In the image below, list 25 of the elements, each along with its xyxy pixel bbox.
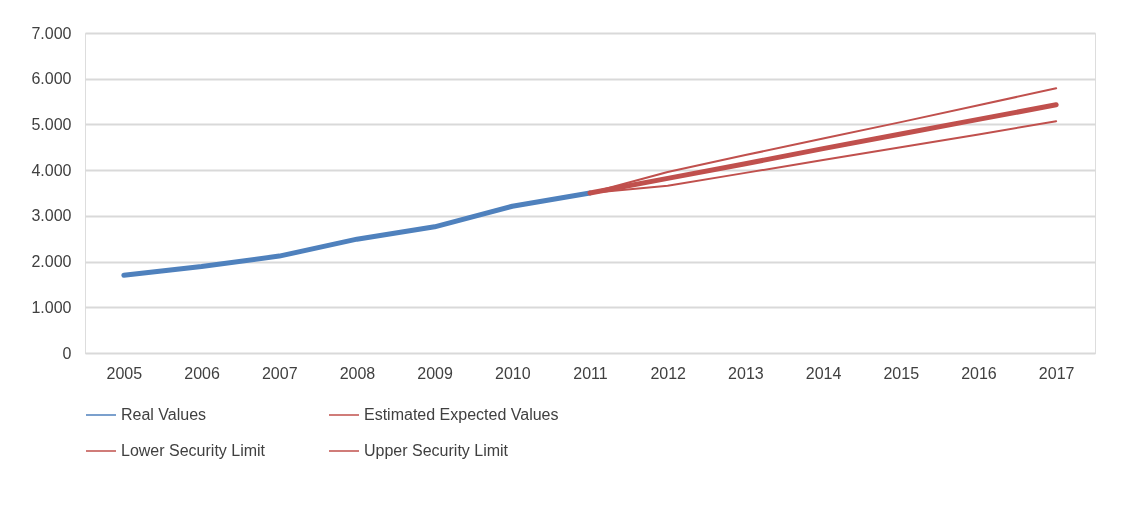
y-tick-label: 0 [62, 344, 72, 362]
x-tick-label: 2017 [1038, 364, 1075, 382]
y-tick-label: 6.000 [31, 70, 72, 88]
legend-label: Estimated Expected Values [364, 406, 559, 423]
x-tick-label: 2007 [261, 364, 298, 382]
x-tick-label: 2008 [339, 364, 376, 382]
y-tick-label: 4.000 [31, 161, 72, 179]
x-tick-label: 2012 [650, 364, 687, 382]
x-tick-label: 2015 [883, 364, 920, 382]
x-tick-label: 2013 [728, 364, 764, 382]
x-tick-label: 2011 [573, 364, 608, 382]
x-tick-label: 2005 [106, 364, 143, 382]
y-tick-label: 3.000 [31, 207, 72, 225]
x-tick-label: 2010 [495, 364, 531, 382]
y-tick-label: 2.000 [31, 253, 72, 271]
y-tick-label: 5.000 [31, 115, 72, 133]
x-tick-label: 2014 [805, 364, 842, 382]
x-tick-label: 2006 [184, 364, 220, 382]
legend-label: Upper Security Limit [364, 442, 509, 459]
legend-label: Lower Security Limit [121, 442, 266, 459]
x-tick-label: 2009 [417, 364, 454, 382]
legend-label: Real Values [121, 406, 207, 423]
y-tick-label: 7.000 [31, 24, 72, 42]
y-tick-label: 1.000 [31, 298, 72, 316]
x-tick-label: 2016 [961, 364, 997, 382]
